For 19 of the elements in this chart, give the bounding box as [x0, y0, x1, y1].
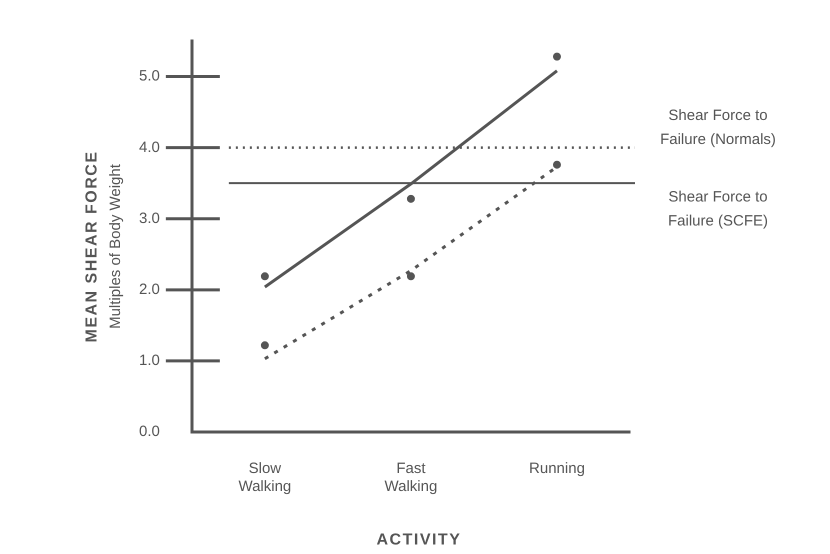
point	[406, 272, 415, 280]
point	[552, 160, 561, 169]
y-tick-label: 1.0	[138, 352, 160, 370]
point	[406, 194, 415, 203]
y-tick-label: 4.0	[138, 138, 160, 156]
x-axis-title: ACTIVITY	[376, 531, 462, 548]
y-axis-title: MEAN SHEAR FORCE Multiples of Body Weight	[83, 150, 124, 343]
y-tick-label: 2.0	[138, 280, 160, 298]
ref-line-label: Shear Force to Failure (SCFE)	[668, 188, 768, 230]
x-tick-label: Slow Walking	[238, 460, 292, 496]
y-tick-label: 5.0	[138, 68, 160, 85]
point	[260, 272, 269, 280]
point	[552, 52, 561, 61]
point	[260, 341, 269, 350]
ref-line-label: Shear Force to Failure (Normals)	[660, 106, 776, 148]
y-tick-label: 3.0	[138, 210, 160, 227]
y-tick-label: 0.0	[138, 423, 160, 440]
x-tick-label: Fast Walking	[384, 460, 438, 496]
x-tick-label: Running	[529, 460, 585, 478]
